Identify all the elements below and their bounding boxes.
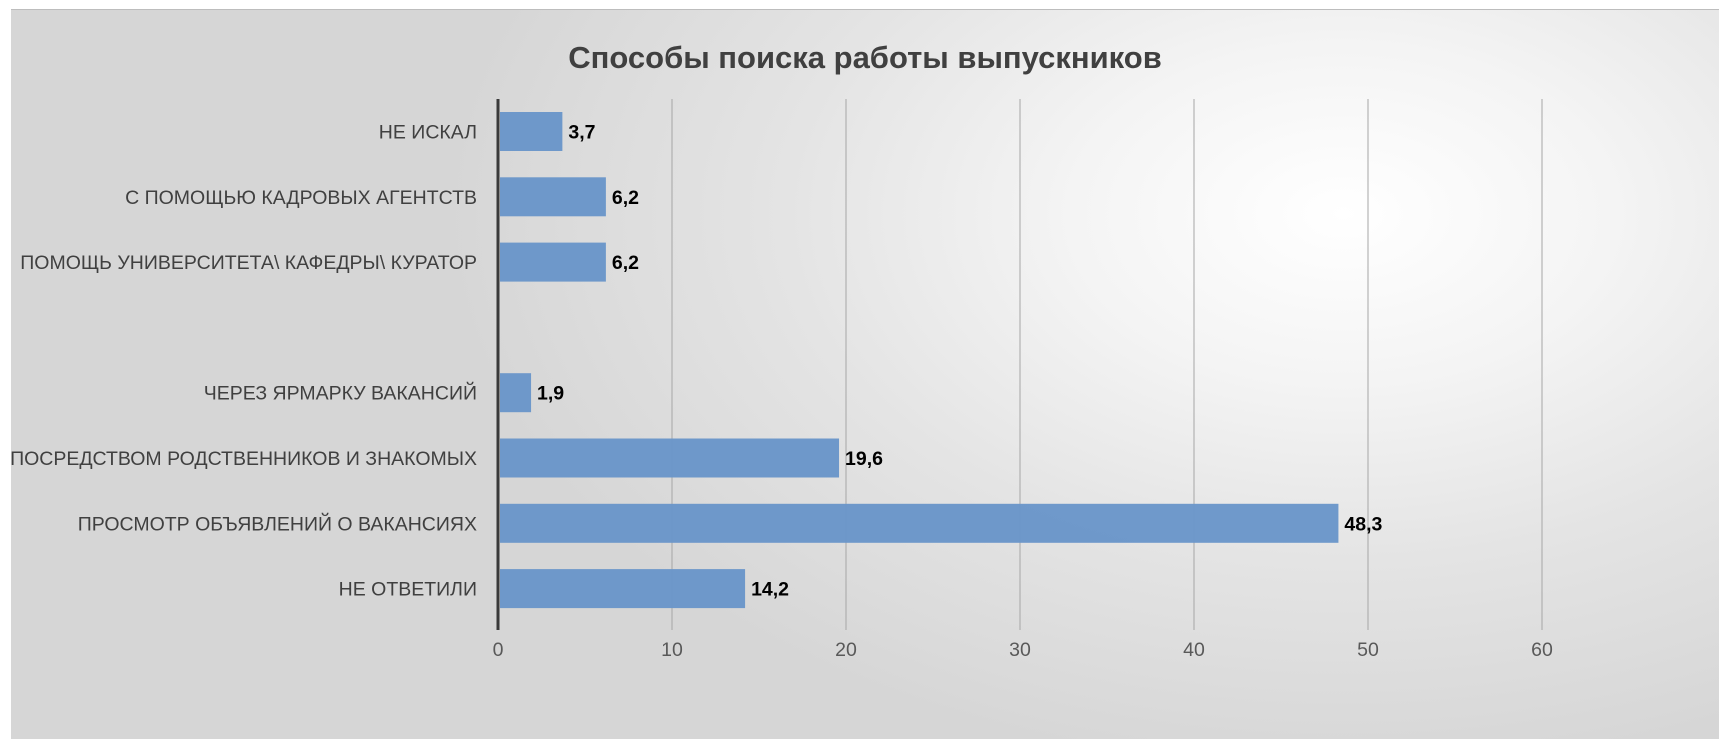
category-label: ПОМОЩЬ УНИВЕРСИТЕТА\ КАФЕДРЫ\ КУРАТОР bbox=[20, 252, 477, 274]
bar bbox=[500, 373, 532, 413]
bar-chart: НЕ ИСКАЛ 3,7 С ПОМОЩЬЮ КАДРОВЫХ АГЕНТСТВ 6,… bbox=[11, 99, 1553, 661]
data-label: 3,7 bbox=[568, 122, 595, 144]
data-label: 19,6 bbox=[845, 448, 883, 470]
chart-panel: Способы поиска работы выпускников НЕ ИСК… bbox=[11, 9, 1719, 739]
data-label: 6,2 bbox=[612, 252, 639, 274]
bar bbox=[500, 503, 1339, 543]
bar bbox=[500, 569, 746, 609]
category-label: НЕ ИСКАЛ bbox=[379, 122, 477, 144]
x-tick-label: 40 bbox=[1183, 639, 1205, 661]
x-tick-label: 60 bbox=[1531, 639, 1553, 661]
x-tick-label: 0 bbox=[493, 639, 504, 661]
bar bbox=[500, 242, 606, 282]
bar bbox=[500, 438, 840, 478]
x-tick-label: 30 bbox=[1009, 639, 1031, 661]
data-label: 48,3 bbox=[1344, 513, 1382, 535]
bar bbox=[500, 177, 606, 217]
data-label: 1,9 bbox=[537, 383, 564, 405]
category-label: ПОСРЕДСТВОМ РОДСТВЕННИКОВ И ЗНАКОМЫХ bbox=[11, 448, 477, 470]
data-label: 14,2 bbox=[751, 579, 789, 601]
chart-title: Способы поиска работы выпускников bbox=[568, 40, 1162, 75]
category-label: ПРОСМОТР ОБЪЯВЛЕНИЙ О ВАКАНСИЯХ bbox=[78, 511, 477, 535]
bar bbox=[500, 112, 563, 151]
x-tick-label: 50 bbox=[1357, 639, 1379, 661]
category-label: ЧЕРЕЗ ЯРМАРКУ ВАКАНСИЙ bbox=[204, 381, 477, 405]
data-label: 6,2 bbox=[612, 187, 639, 209]
category-label: НЕ ОТВЕТИЛИ bbox=[339, 579, 477, 601]
category-label: С ПОМОЩЬЮ КАДРОВЫХ АГЕНТСТВ bbox=[125, 187, 477, 209]
x-tick-label: 20 bbox=[835, 639, 857, 661]
x-tick-label: 10 bbox=[661, 639, 683, 661]
